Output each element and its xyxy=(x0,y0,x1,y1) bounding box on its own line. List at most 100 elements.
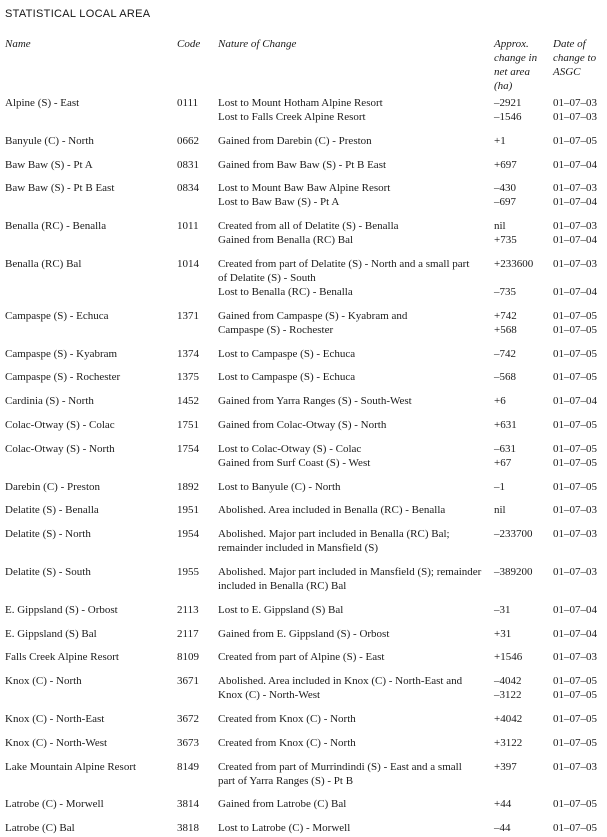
row-name: E. Gippsland (S) - Orbost xyxy=(5,603,118,616)
row-changes: Created from part of Murrindindi (S) - E… xyxy=(218,760,607,788)
row-name: Colac-Otway (S) - Colac xyxy=(5,418,115,431)
change-date: 01–07–04 xyxy=(553,196,597,209)
change-row: Gained from Darebin (C) - Preston +1 01–07… xyxy=(218,134,607,148)
row-name: Delatite (S) - South xyxy=(5,565,91,578)
change-row: Lost to Mount Hotham Alpine Resort –2921 0… xyxy=(218,96,607,110)
change-nature: Abolished. Major part included in Mansfi… xyxy=(218,565,482,592)
row-code: 1374 xyxy=(177,347,199,360)
change-nature: Abolished. Area included in Benalla (RC)… xyxy=(218,504,446,517)
change-nature: Gained from Latrobe (C) Bal xyxy=(218,798,347,811)
change-nature: Lost to Latrobe (C) - Morwell xyxy=(218,822,351,835)
change-row: Lost to Banyule (C) - North –1 01–07–05 xyxy=(218,480,607,494)
change-row: Created from Knox (C) - North +4042 01–07–… xyxy=(218,712,607,726)
row-name: Darebin (C) - Preston xyxy=(5,480,101,493)
change-area: +6 xyxy=(494,395,506,408)
change-area: –568 xyxy=(494,371,516,384)
change-row: Lost to Baw Baw (S) - Pt A –697 01–07–04 xyxy=(218,195,607,209)
row-changes: Gained from Darebin (C) - Preston +1 01–07… xyxy=(218,134,607,148)
table-row: Knox (C) - North-East 3672 Created from Kn… xyxy=(5,712,607,726)
row-code: 1751 xyxy=(177,418,199,431)
change-date: 01–07–03 xyxy=(553,257,597,270)
row-changes: Lost to Campaspe (S) - Echuca –742 01–07–0… xyxy=(218,347,607,361)
change-nature: Gained from Darebin (C) - Preston xyxy=(218,134,372,147)
row-name: Benalla (RC) - Benalla xyxy=(5,220,107,233)
change-area: +631 xyxy=(494,418,517,431)
change-row: Lost to Colac-Otway (S) - Colac –631 01–07… xyxy=(218,442,607,456)
row-code: 3673 xyxy=(177,736,199,749)
column-header-code: Code xyxy=(177,38,201,50)
change-nature: Lost to E. Gippsland (S) Bal xyxy=(218,603,344,616)
row-changes: Gained from E. Gippsland (S) - Orbost +31… xyxy=(218,627,607,641)
column-header-date: Date of change to ASGC xyxy=(553,38,597,78)
row-code: 1014 xyxy=(177,257,199,270)
change-row: Knox (C) - North-West –3122 01–07–05 xyxy=(218,688,607,702)
row-changes: Created from Knox (C) - North +3122 01–07–… xyxy=(218,736,607,750)
change-nature: Campaspe (S) - Rochester xyxy=(218,323,334,336)
change-area: +3122 xyxy=(494,736,523,749)
change-area: –31 xyxy=(494,603,511,616)
change-nature: Lost to Benalla (RC) - Benalla xyxy=(218,285,353,298)
row-name: Delatite (S) - Benalla xyxy=(5,504,99,517)
change-row: Lost to Benalla (RC) - Benalla –735 01–07–… xyxy=(218,285,607,299)
change-row: Created from part of Alpine (S) - East +1… xyxy=(218,650,607,664)
row-name: Campaspe (S) - Kyabram xyxy=(5,347,118,360)
table-row: Colac-Otway (S) - North 1754 Lost to Colac… xyxy=(5,442,607,470)
column-header-name: Name xyxy=(5,38,31,50)
change-date: 01–07–04 xyxy=(553,395,597,408)
table-row: Cardinia (S) - North 1452 Gained from Yarr… xyxy=(5,394,607,408)
row-changes: Gained from Campaspe (S) - Kyabram and +7… xyxy=(218,309,607,337)
row-code: 1754 xyxy=(177,442,199,455)
change-date: 01–07–03 xyxy=(553,528,597,541)
change-row: Created from part of Murrindindi (S) - E… xyxy=(218,760,607,788)
change-area: –697 xyxy=(494,196,516,209)
row-code: 0834 xyxy=(177,182,199,195)
row-code: 1371 xyxy=(177,309,199,322)
row-name: Baw Baw (S) - Pt B East xyxy=(5,182,115,195)
change-nature: Lost to Banyule (C) - North xyxy=(218,480,341,493)
change-date: 01–07–04 xyxy=(553,234,597,247)
change-row: Lost to E. Gippsland (S) Bal –31 01–07–04 xyxy=(218,603,607,617)
change-row: Lost to Latrobe (C) - Morwell –44 01–07–05 xyxy=(218,821,607,835)
change-area: +568 xyxy=(494,323,517,336)
change-area: –3122 xyxy=(494,689,522,702)
change-area: +742 xyxy=(494,309,517,322)
table-header-row: Name Code Nature of Change Approx. chang… xyxy=(5,37,607,93)
change-date: 01–07–03 xyxy=(553,651,597,664)
change-date: 01–07–05 xyxy=(553,347,597,360)
change-date: 01–07–05 xyxy=(553,798,597,811)
change-date: 01–07–04 xyxy=(553,627,597,640)
row-changes: Created from all of Delatite (S) - Benal… xyxy=(218,219,607,247)
change-area: –44 xyxy=(494,822,511,835)
change-date: 01–07–05 xyxy=(553,456,597,469)
change-area: +67 xyxy=(494,456,512,469)
row-changes: Gained from Colac-Otway (S) - North +631 0… xyxy=(218,418,607,432)
row-changes: Abolished. Major part included in Mansfi… xyxy=(218,565,607,593)
change-nature: Gained from Surf Coast (S) - West xyxy=(218,456,371,469)
row-code: 2117 xyxy=(177,627,199,640)
row-changes: Gained from Latrobe (C) Bal +44 01–07–05 xyxy=(218,797,607,811)
row-code: 3814 xyxy=(177,798,199,811)
change-date: 01–07–05 xyxy=(553,689,597,702)
table-row: E. Gippsland (S) - Orbost 2113 Lost to E. … xyxy=(5,603,607,617)
change-date: 01–07–05 xyxy=(553,134,597,147)
row-changes: Lost to E. Gippsland (S) Bal –31 01–07–04 xyxy=(218,603,607,617)
change-nature: Created from Knox (C) - North xyxy=(218,712,356,725)
change-date: 01–07–05 xyxy=(553,675,597,688)
change-area: +4042 xyxy=(494,712,523,725)
row-name: Latrobe (C) - Morwell xyxy=(5,798,104,811)
table-body: Alpine (S) - East 0111 Lost to Mount Hotha… xyxy=(5,96,607,835)
change-date: 01–07–05 xyxy=(553,323,597,336)
table-row: Lake Mountain Alpine Resort 8149 Created f… xyxy=(5,760,607,788)
change-nature: Gained from Baw Baw (S) - Pt B East xyxy=(218,158,387,171)
change-nature: Lost to Mount Baw Baw Alpine Resort xyxy=(218,182,391,195)
table-row: E. Gippsland (S) Bal 2117 Gained from E. G… xyxy=(5,627,607,641)
change-date: 01–07–04 xyxy=(553,158,597,171)
change-date: 01–07–03 xyxy=(553,760,597,773)
row-changes: Abolished. Area included in Knox (C) - N… xyxy=(218,674,607,702)
row-name: Cardinia (S) - North xyxy=(5,395,94,408)
change-nature: Gained from Campaspe (S) - Kyabram and xyxy=(218,309,408,322)
row-name: Knox (C) - North-East xyxy=(5,712,105,725)
change-date: 01–07–03 xyxy=(553,182,597,195)
change-row: Gained from E. Gippsland (S) - Orbost +31… xyxy=(218,627,607,641)
row-name: Alpine (S) - East xyxy=(5,97,80,109)
